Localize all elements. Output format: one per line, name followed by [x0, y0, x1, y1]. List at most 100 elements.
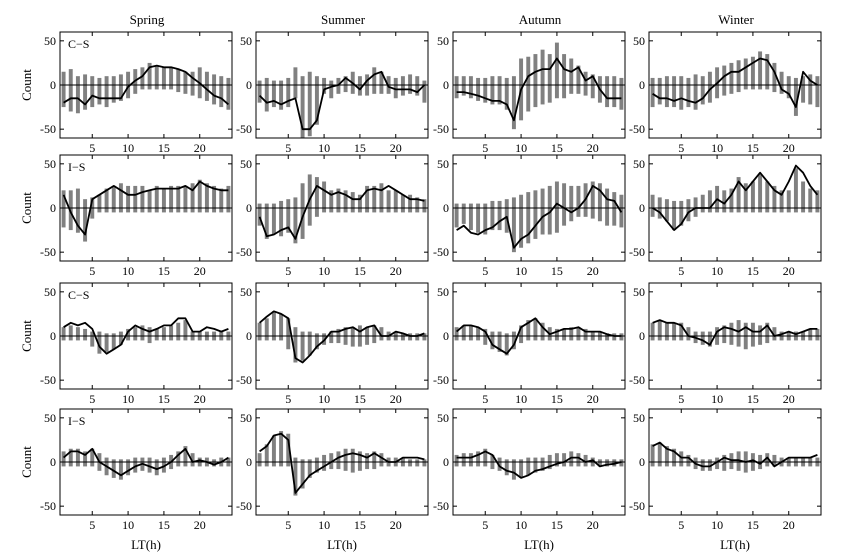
bar-negative: [140, 462, 145, 471]
x-tick-label: 5: [678, 141, 684, 155]
bar-negative: [476, 462, 481, 467]
bar-negative: [68, 208, 73, 231]
bar-negative: [365, 208, 370, 213]
panel-r2-c2: 5 10 15 20 50 0 -50: [433, 282, 626, 406]
bar-positive: [707, 459, 712, 462]
bar-negative: [576, 336, 581, 341]
bar-positive: [612, 333, 617, 336]
bar-negative: [657, 462, 662, 467]
y-tick-label: 0: [443, 329, 449, 343]
bar-negative: [83, 462, 88, 467]
bar-negative: [307, 208, 312, 226]
bar-negative: [583, 462, 588, 467]
bar-positive: [400, 76, 405, 85]
bar-positive: [147, 190, 152, 208]
bar-negative: [547, 336, 552, 341]
bar-positive: [526, 192, 531, 208]
bar-positive: [169, 67, 174, 85]
bar-positive: [461, 76, 466, 85]
bar-negative: [772, 208, 777, 213]
bar-positive: [161, 188, 166, 208]
y-tick-label: -50: [629, 499, 645, 513]
bar-negative: [111, 208, 116, 213]
bar-negative: [140, 208, 145, 213]
bar-positive: [415, 197, 420, 208]
bar-negative: [533, 208, 538, 239]
bar-positive: [554, 181, 559, 208]
bar-positive: [183, 185, 188, 208]
bar-positive: [219, 331, 224, 336]
x-tick-label: 20: [390, 392, 402, 406]
bar-positive: [779, 190, 784, 208]
bar-positive: [583, 71, 588, 85]
bar-negative: [422, 208, 427, 213]
bar-positive: [83, 451, 88, 462]
bar-negative: [540, 462, 545, 471]
x-tick-label: 5: [285, 518, 291, 532]
bar-negative: [408, 208, 413, 213]
bar-positive: [793, 77, 798, 85]
bar-negative: [583, 336, 588, 341]
bar-negative: [490, 85, 495, 105]
bar-negative: [372, 462, 377, 470]
bar-negative: [169, 85, 174, 90]
x-tick-label: 10: [711, 141, 723, 155]
bar-negative: [386, 85, 391, 94]
bar-positive: [104, 333, 109, 336]
bar-negative: [372, 336, 377, 344]
bar-positive: [533, 318, 538, 336]
bar-negative: [779, 462, 784, 467]
bar-negative: [293, 336, 298, 363]
bar-positive: [118, 459, 123, 462]
bar-negative: [526, 208, 531, 244]
bar-positive: [693, 197, 698, 208]
bar-negative: [736, 336, 741, 347]
bar-negative: [765, 208, 770, 213]
bar-negative: [562, 85, 567, 99]
bar-positive: [454, 203, 459, 208]
bar-positive: [169, 185, 174, 208]
bar-positive: [68, 325, 73, 336]
series-line: [652, 319, 818, 346]
bar-positive: [257, 80, 262, 85]
x-tick-label: 5: [678, 392, 684, 406]
y-tick-label: -50: [433, 373, 449, 387]
bar-positive: [715, 185, 720, 208]
bar-positive: [786, 457, 791, 462]
bar-negative: [686, 336, 691, 341]
panel-r3-c1: 5 10 15 20 50 0 -50 LT(h): [236, 408, 429, 552]
bar-positive: [176, 185, 181, 208]
bar-negative: [497, 208, 502, 231]
bar-negative: [576, 208, 581, 217]
bar-positive: [104, 76, 109, 85]
bar-positive: [772, 454, 777, 462]
bar-negative: [590, 336, 595, 341]
bar-negative: [554, 85, 559, 99]
bar-negative: [722, 208, 727, 213]
bar-positive: [307, 331, 312, 336]
bar-positive: [293, 457, 298, 462]
y-tick-label: -50: [236, 245, 252, 259]
bar-negative: [619, 85, 624, 110]
bar-positive: [562, 328, 567, 336]
bar-negative: [758, 208, 763, 213]
bar-positive: [68, 69, 73, 85]
bar-positive: [286, 77, 291, 85]
bar-positive: [154, 65, 159, 85]
bar-positive: [736, 320, 741, 336]
bar-negative: [314, 85, 319, 125]
x-tick-label: 20: [390, 141, 402, 155]
bar-positive: [772, 185, 777, 208]
bar-positive: [743, 451, 748, 462]
bar-positive: [554, 42, 559, 85]
bar-negative: [547, 85, 552, 103]
bar-positive: [161, 67, 166, 85]
bar-negative: [519, 85, 524, 121]
bar-positive: [176, 451, 181, 462]
series-line: [652, 57, 818, 108]
bar-negative: [786, 462, 791, 467]
bar-positive: [576, 65, 581, 85]
bar-negative: [293, 462, 298, 496]
bar-negative: [293, 208, 298, 244]
y-tick-label: 0: [639, 455, 645, 469]
